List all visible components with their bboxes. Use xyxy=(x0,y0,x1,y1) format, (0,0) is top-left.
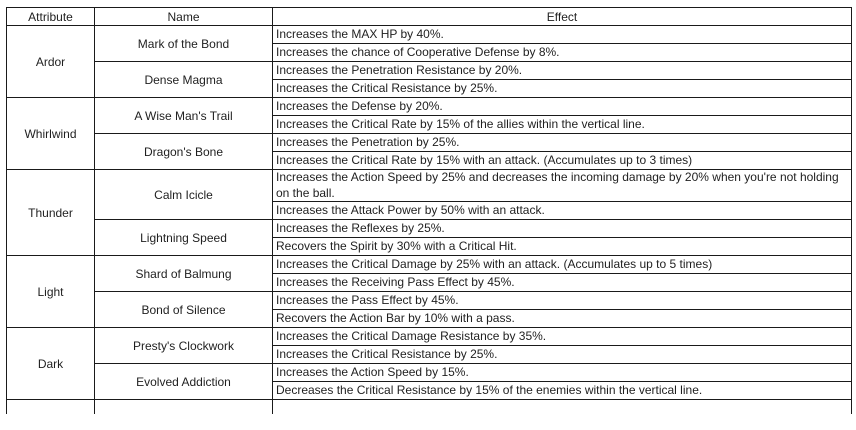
skill-table-body: Ardor Mark of the Bond Increases the MAX H… xyxy=(6,25,852,415)
name-cell: Lightning Speed xyxy=(94,219,273,257)
effect-cell: Increases the Critical Resistance by 25%… xyxy=(272,345,852,365)
effect-cell: Recovers the Action Bar by 10% with a pa… xyxy=(272,309,852,329)
empty-cell xyxy=(272,399,852,415)
effect-cell: Increases the Penetration by 25%. xyxy=(272,133,852,152)
name-cell: Bond of Silence xyxy=(94,291,273,329)
effect-cell: Increases the Critical Rate by 15% with … xyxy=(272,151,852,170)
effect-cell: Decreases the Critical Resistance by 15%… xyxy=(272,381,852,401)
table-row: Evolved Addiction Increases the Action Sp… xyxy=(7,363,852,401)
effect-cell: Increases the Pass Effect by 45%. xyxy=(272,291,852,311)
name-cell: A Wise Man's Trail xyxy=(94,97,273,134)
attribute-cell: Whirlwind xyxy=(6,97,95,170)
skill-table: Attribute Name Effect Ardor Mark of the B… xyxy=(6,7,852,415)
effect-cell: Increases the Action Speed by 15%. xyxy=(272,363,852,383)
name-cell: Presty's Clockwork xyxy=(94,327,273,365)
table-header-row: Attribute Name Effect xyxy=(6,7,852,26)
name-cell: Evolved Addiction xyxy=(94,363,273,401)
effect-cell: Increases the chance of Cooperative Defe… xyxy=(272,43,852,62)
name-cell: Mark of the Bond xyxy=(94,25,273,62)
table-row: Whirlwind A Wise Man's Trail Increases the… xyxy=(6,97,852,170)
table-row: Increases the Attack Power by 50% with a… xyxy=(7,201,852,221)
name-cell: Calm Icicle xyxy=(94,168,273,221)
name-cell: Dense Magma xyxy=(94,61,273,98)
effect-cell: Increases the Defense by 20%. xyxy=(272,97,852,116)
table-row: Ardor Mark of the Bond Increases the MAX H… xyxy=(6,25,852,98)
table-row-partial xyxy=(6,399,852,415)
column-header-effect: Effect xyxy=(272,7,852,26)
table-row: Light Shard of Balmung Increases the Criti… xyxy=(6,255,852,329)
attribute-cell: Light xyxy=(6,255,95,329)
effect-cell: Increases the Reflexes by 25%. xyxy=(272,219,852,239)
effect-cell: Recovers the Spirit by 30% with a Critic… xyxy=(272,237,852,257)
table-row: Increases the Critical Resistance by 25%… xyxy=(7,345,852,365)
table-row: Bond of Silence Increases the Pass Effect… xyxy=(7,291,852,329)
table-row: Dense Magma Increases the Penetration Res… xyxy=(7,61,852,98)
table-row: Thunder Calm Icicle Increases the Action S… xyxy=(6,168,852,257)
table-row: Dragon's Bone Increases the Penetration b… xyxy=(7,133,852,170)
effect-cell: Increases the MAX HP by 40%. xyxy=(272,25,852,44)
empty-cell xyxy=(94,399,273,415)
table-row: Dark Presty's Clockwork Increases the Crit… xyxy=(6,327,852,401)
effect-cell: Increases the Action Speed by 25% and de… xyxy=(272,168,852,203)
effect-cell: Increases the Penetration Resistance by … xyxy=(272,61,852,80)
name-cell: Shard of Balmung xyxy=(94,255,273,293)
column-header-attribute: Attribute xyxy=(6,7,95,26)
effect-cell: Increases the Receiving Pass Effect by 4… xyxy=(272,273,852,293)
effect-cell: Increases the Attack Power by 50% with a… xyxy=(272,201,852,221)
table-row: Decreases the Critical Resistance by 15%… xyxy=(7,381,852,401)
effect-cell: Increases the Critical Resistance by 25%… xyxy=(272,79,852,98)
table-row: Lightning Speed Increases the Reflexes by… xyxy=(7,219,852,257)
effect-cell: Increases the Critical Damage by 25% wit… xyxy=(272,255,852,275)
attribute-cell: Dark xyxy=(6,327,95,401)
column-header-name: Name xyxy=(94,7,273,26)
name-cell: Dragon's Bone xyxy=(94,133,273,170)
attribute-cell: Ardor xyxy=(6,25,95,98)
effect-cell: Increases the Critical Damage Resistance… xyxy=(272,327,852,347)
effect-cell: Increases the Critical Rate by 15% of th… xyxy=(272,115,852,134)
attribute-cell: Thunder xyxy=(6,168,95,257)
empty-cell xyxy=(6,399,95,415)
